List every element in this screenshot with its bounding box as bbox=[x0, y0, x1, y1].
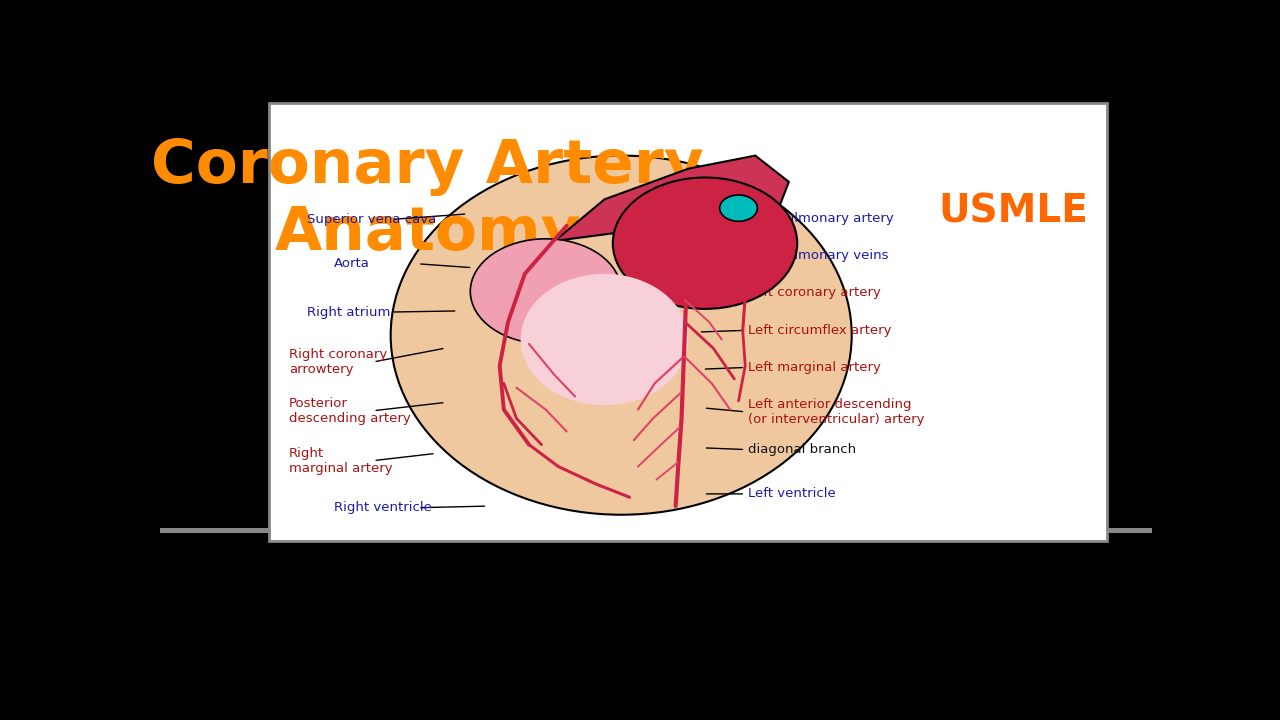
Text: USMLE: USMLE bbox=[938, 192, 1088, 230]
Text: Coronary Artery: Coronary Artery bbox=[151, 138, 704, 197]
Text: Left circumflex artery: Left circumflex artery bbox=[749, 324, 892, 337]
Text: diagonal branch: diagonal branch bbox=[749, 443, 856, 456]
FancyBboxPatch shape bbox=[160, 528, 1152, 533]
Text: Left pulmonary artery: Left pulmonary artery bbox=[749, 212, 893, 225]
Ellipse shape bbox=[719, 195, 758, 221]
Bar bbox=[269, 103, 1107, 541]
Ellipse shape bbox=[470, 239, 621, 344]
Text: Left coronary artery: Left coronary artery bbox=[749, 286, 881, 299]
Text: Left pulmonary veins: Left pulmonary veins bbox=[749, 249, 888, 262]
Circle shape bbox=[931, 225, 947, 234]
Text: Right coronary
arrowtery: Right coronary arrowtery bbox=[289, 348, 388, 376]
Text: Anatomy: Anatomy bbox=[274, 204, 581, 263]
Ellipse shape bbox=[613, 178, 797, 309]
Text: Right atrium: Right atrium bbox=[307, 305, 390, 318]
Text: FastTrack.com: FastTrack.com bbox=[955, 249, 1071, 267]
Text: Left ventricle: Left ventricle bbox=[749, 487, 836, 500]
Text: Left anterior descending
(or interventricular) artery: Left anterior descending (or interventri… bbox=[749, 398, 924, 426]
Ellipse shape bbox=[390, 156, 851, 515]
Polygon shape bbox=[495, 156, 788, 269]
Text: Right ventricle: Right ventricle bbox=[334, 501, 431, 514]
Text: "High Yield USMLE Review": "High Yield USMLE Review" bbox=[928, 156, 1069, 166]
Text: Left marginal artery: Left marginal artery bbox=[749, 361, 881, 374]
Text: Right
marginal artery: Right marginal artery bbox=[289, 446, 393, 474]
Text: Aorta: Aorta bbox=[334, 257, 370, 270]
Text: Posterior
descending artery: Posterior descending artery bbox=[289, 397, 411, 425]
Text: Superior vena cava: Superior vena cava bbox=[307, 213, 436, 226]
Ellipse shape bbox=[521, 274, 689, 405]
